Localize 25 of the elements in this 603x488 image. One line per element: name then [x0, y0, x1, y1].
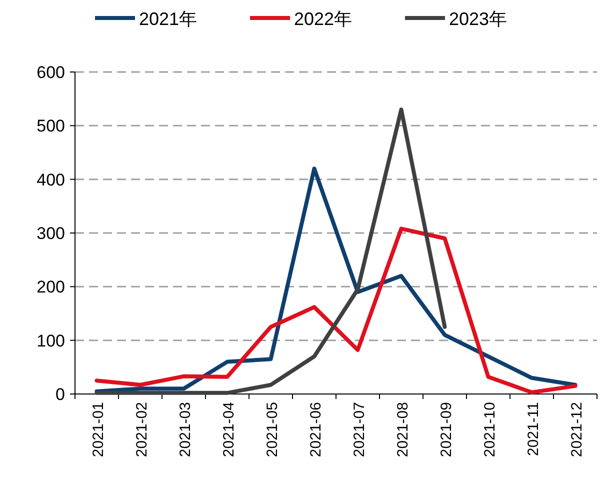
x-tick-label: 2021-01	[90, 402, 107, 458]
y-tick-label: 400	[36, 170, 65, 190]
legend-label: 2021年	[139, 9, 198, 29]
x-tick-label: 2021-03	[176, 402, 194, 458]
line-series	[94, 166, 578, 394]
x-tick-label: 2021-11	[524, 402, 542, 456]
y-tick-label: 600	[36, 63, 65, 82]
x-tick-label: 2021-02	[133, 402, 150, 458]
x-tick-label: 2021-05	[264, 402, 281, 458]
x-tick-label: 2021-06	[307, 402, 324, 458]
x-tick-label: 2021-07	[350, 402, 368, 458]
x-tick-label: 2021-12	[568, 402, 586, 458]
y-tick-label: 300	[36, 224, 65, 243]
x-tick-label: 2021-04	[220, 402, 238, 458]
y-tick-label: 500	[36, 116, 65, 136]
legend-label: 2023年	[449, 9, 508, 29]
y-tick-label: 200	[36, 278, 65, 297]
line-series	[94, 108, 447, 395]
y-tick-label: 0	[56, 385, 65, 404]
x-tick-label: 2021-09	[438, 402, 455, 458]
x-tick-label: 2021-10	[481, 402, 498, 458]
y-tick-label: 100	[36, 331, 65, 350]
legend-label: 2022年	[294, 9, 352, 29]
line-series	[94, 226, 578, 394]
x-tick-label: 2021-08	[394, 402, 412, 458]
